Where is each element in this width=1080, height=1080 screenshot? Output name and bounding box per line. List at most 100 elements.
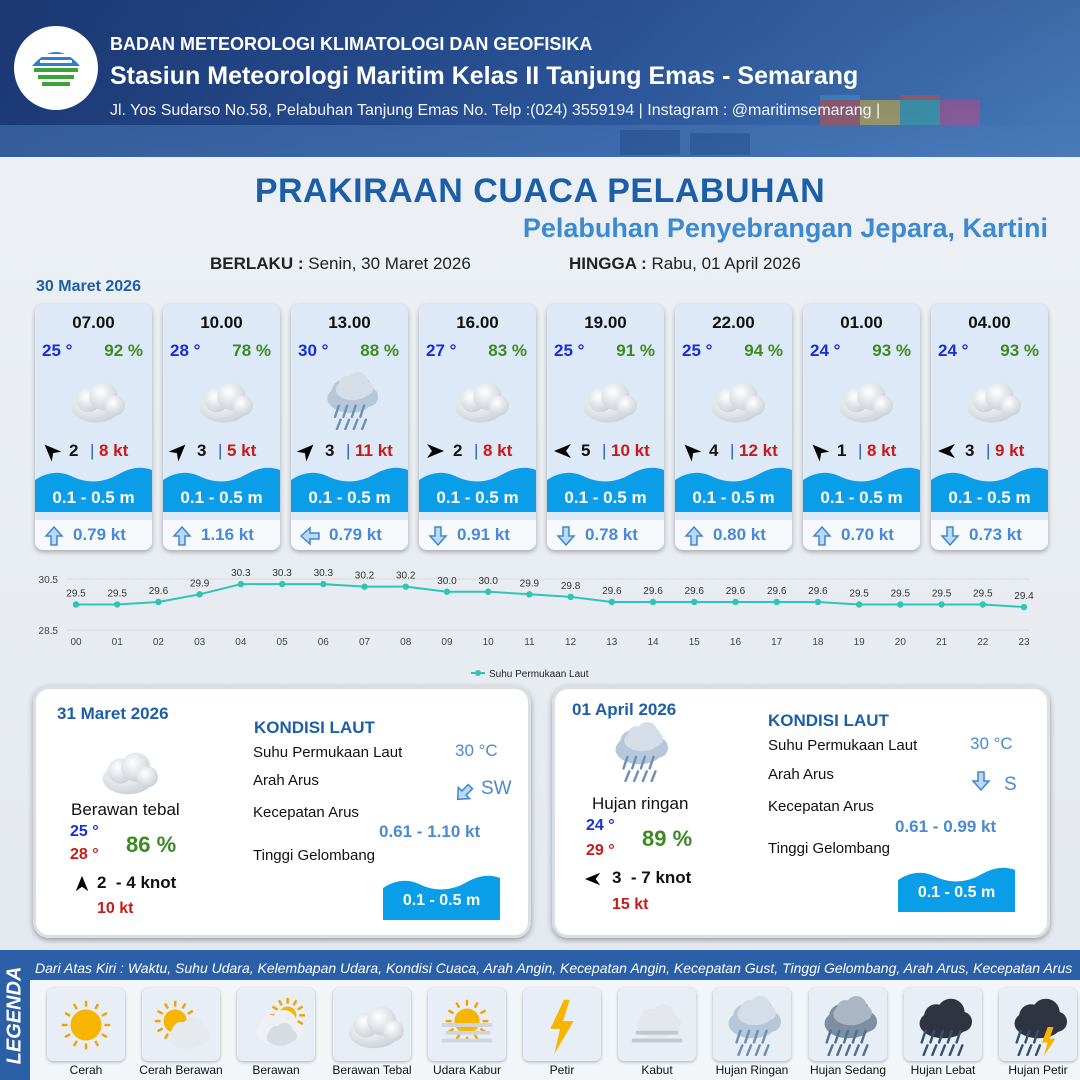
hujan-ringan-icon: [615, 722, 669, 783]
card-wave-height: 0.1 - 0.5 m: [564, 488, 647, 507]
current-arrow-down-icon: [940, 526, 960, 547]
valid-from: BERLAKU : Senin, 30 Maret 2026: [210, 254, 471, 274]
sst-data-label: 29.6: [643, 586, 663, 597]
card-wind-speed: 3: [325, 441, 335, 460]
berawan-icon: [256, 997, 306, 1046]
cerah-berawan-icon: [154, 1000, 210, 1049]
daily-panel: 01 April 2026 Hujan ringan 24 ° 29 ° 89 …: [552, 686, 1050, 938]
sst-data-label: 29.5: [107, 589, 127, 600]
bmkg-logo: [14, 26, 98, 110]
current-speed-label: Kecepatan Arus: [768, 798, 874, 815]
card-current-direction: [683, 525, 705, 547]
current-direction-label: Arah Arus: [253, 772, 319, 789]
sst-point: [938, 601, 945, 608]
x-tick-label: 05: [277, 637, 289, 648]
current-speed-value: 0.61 - 1.10 kt: [379, 822, 481, 841]
station-name: Stasiun Meteorologi Maritim Kelas II Tan…: [110, 62, 859, 90]
y-tick-label: 30.5: [39, 575, 59, 586]
card-humidity: 92 %: [104, 341, 143, 360]
card-wave: [931, 462, 1048, 512]
sst-data-label: 29.5: [932, 589, 952, 600]
x-tick-label: 20: [895, 637, 907, 648]
hujan-lebat-icon: [919, 998, 973, 1057]
current-arrow-sw-icon: [456, 783, 474, 801]
forecast-card: 10.00 28 ° 78 % 3 | 5 kt 0.1 - 0.5 m 1.1…: [163, 304, 280, 550]
current-arrow-down-icon: [971, 771, 991, 792]
card-wind-direction: [937, 441, 957, 461]
sst-point: [443, 588, 451, 595]
card-time: 01.00: [840, 313, 883, 332]
sst-value: 30 °C: [970, 734, 1013, 753]
legend-tile: [428, 988, 506, 1061]
sea-condition-title: KONDISI LAUT: [254, 718, 375, 737]
berawan-tebal-icon: [583, 382, 637, 423]
sst-data-label: 29.9: [190, 578, 210, 589]
legend-tile: [142, 988, 220, 1061]
berawan-tebal-icon: [839, 382, 893, 423]
sst-point: [114, 601, 121, 608]
card-humidity: 93 %: [872, 341, 911, 360]
hujan-ringan-icon: [327, 371, 379, 431]
sst-data-label: 29.5: [66, 589, 86, 600]
wave-icon: [931, 467, 1048, 512]
x-tick-label: 17: [771, 637, 783, 648]
sst-value: 30 °C: [455, 741, 498, 760]
card-current: 0.79 kt: [291, 520, 408, 550]
current-arrow-up-icon: [172, 525, 192, 546]
card-wave: [803, 462, 920, 512]
card-time: 07.00: [72, 313, 115, 332]
wave-height-label: Tinggi Gelombang: [253, 847, 376, 864]
sst-data-label: 29.9: [520, 578, 540, 589]
card-separator: |: [602, 441, 607, 460]
sst-data-label: 29.5: [891, 589, 911, 600]
card-wind-speed: 5: [581, 441, 591, 460]
card-temperature: 25 °: [42, 341, 73, 360]
card-wave-height: 0.1 - 0.5 m: [308, 488, 391, 507]
card-temperature: 24 °: [938, 341, 969, 360]
current-direction-arrow: [970, 770, 992, 797]
wind-arrow-w-icon: [584, 872, 601, 886]
sst-point: [691, 598, 698, 606]
card-current-speed: 0.70 kt: [841, 525, 894, 544]
wave-icon: [291, 467, 408, 512]
card-humidity: 83 %: [488, 341, 527, 360]
day-wave: [898, 862, 1015, 912]
legend-label: Hujan Sedang: [809, 1063, 887, 1077]
day-date: 01 April 2026: [572, 700, 677, 719]
card-weather-icon: [314, 370, 386, 431]
card-current-speed: 0.91 kt: [457, 525, 510, 544]
sst-data-label: 30.3: [272, 568, 292, 579]
x-tick-label: 04: [235, 637, 247, 648]
card-wind-direction: [41, 441, 62, 462]
sst-point: [732, 598, 739, 606]
petir-icon: [550, 999, 574, 1055]
legend-label: Berawan Tebal: [332, 1063, 412, 1077]
card-temperature: 25 °: [682, 341, 713, 360]
x-tick-label: 11: [524, 637, 535, 648]
card-current-speed: 1.16 kt: [201, 525, 254, 544]
card-gust: 5 kt: [227, 441, 257, 460]
sst-data-label: 29.5: [849, 589, 869, 600]
wind-arrow-w-icon: [554, 444, 571, 458]
wind-arrow-ne-icon: [296, 444, 314, 462]
card-gust: 9 kt: [995, 441, 1025, 460]
legend-label: Hujan Petir: [1008, 1063, 1068, 1077]
berawan-tebal-icon: [199, 382, 253, 423]
berawan-tebal-icon: [102, 752, 158, 795]
kabut-icon: [631, 1004, 683, 1043]
day-condition: Berawan tebal: [71, 800, 180, 819]
day-weather-icon: [604, 720, 674, 787]
card-current-direction: [427, 525, 449, 547]
wind-arrow-nw-icon: [684, 444, 702, 462]
sst-point: [361, 583, 368, 590]
forecast-card: 22.00 25 ° 94 % 4 | 12 kt 0.1 - 0.5 m 0.…: [675, 304, 792, 550]
wave-icon: [419, 467, 536, 512]
current-direction-value: S: [1004, 774, 1017, 795]
current-direction-arrow: [453, 782, 475, 809]
card-humidity: 78 %: [232, 341, 271, 360]
card-temperature: 24 °: [810, 341, 841, 360]
hujan-petir-icon: [1014, 998, 1068, 1057]
sst-data-label: 30.0: [478, 576, 498, 587]
card-gust: 10 kt: [611, 441, 650, 460]
card-wind-speed: 2: [69, 441, 79, 460]
